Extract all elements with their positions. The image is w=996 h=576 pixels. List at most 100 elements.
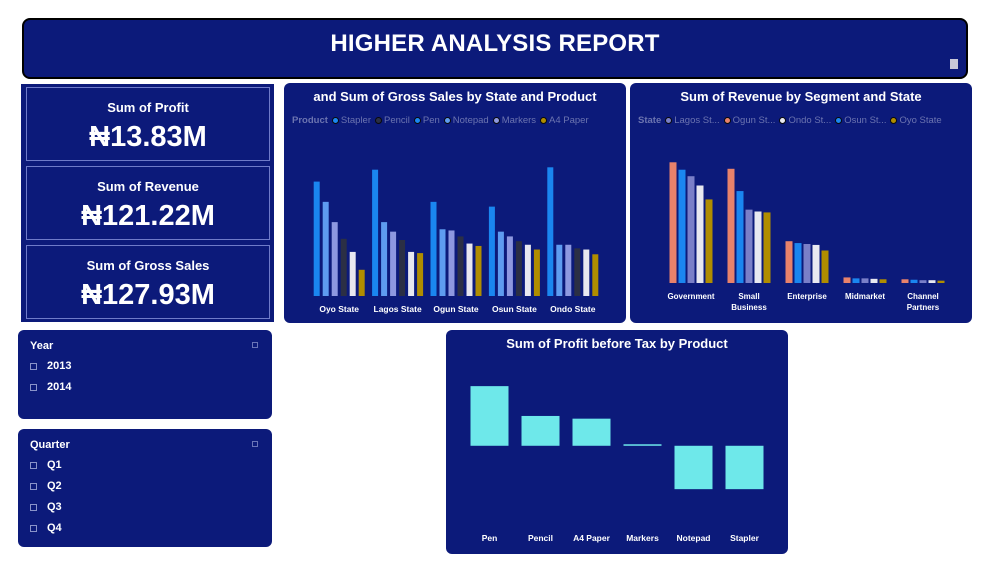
slicer-title: Quarter bbox=[30, 439, 70, 451]
bar-midmarket-ogun-st[interactable] bbox=[852, 278, 860, 283]
bar-lagos-state-notepad[interactable] bbox=[399, 239, 406, 296]
bar-oyo-state-a4-paper[interactable] bbox=[358, 269, 365, 296]
bar-enterprise-lagos-st[interactable] bbox=[785, 241, 793, 283]
checkbox-icon[interactable] bbox=[30, 524, 37, 532]
legend-item-oyo[interactable]: Oyo State bbox=[890, 115, 942, 126]
bar-lagos-state-pencil[interactable] bbox=[381, 222, 388, 296]
legend-item-markers[interactable]: Markers bbox=[492, 115, 536, 126]
bar-oyo-state-markers[interactable] bbox=[349, 251, 356, 296]
slicer-menu-icon[interactable] bbox=[252, 441, 258, 447]
bar-ogun-state-notepad[interactable] bbox=[457, 236, 464, 296]
legend-item-ogun[interactable]: Ogun St... bbox=[723, 115, 775, 126]
legend-item-osun[interactable]: Osun St... bbox=[835, 115, 886, 126]
bar-ogun-state-pen[interactable] bbox=[448, 230, 455, 296]
bar-midmarket-ondo-st[interactable] bbox=[861, 278, 869, 283]
revenue-chart-panel: Sum of Revenue by Segment and State Stat… bbox=[630, 83, 972, 323]
bar-government-ogun-st[interactable] bbox=[678, 169, 686, 283]
checkbox-icon[interactable] bbox=[30, 482, 37, 490]
bar-channel-partners-ogun-st[interactable] bbox=[910, 279, 918, 283]
bar-lagos-state-markers[interactable] bbox=[408, 251, 415, 296]
bar-enterprise-osun-st[interactable] bbox=[812, 244, 820, 283]
bar-pen[interactable] bbox=[470, 386, 509, 446]
slicer-menu-icon[interactable] bbox=[252, 342, 258, 348]
resize-handle-icon[interactable] bbox=[950, 59, 958, 69]
bar-osun-state-stapler[interactable] bbox=[488, 206, 495, 296]
bar-lagos-state-pen[interactable] bbox=[390, 231, 397, 296]
legend-item-notepad[interactable]: Notepad bbox=[443, 115, 489, 126]
bar-small-business-osun-st[interactable] bbox=[754, 211, 762, 284]
bar-enterprise-ogun-st[interactable] bbox=[794, 243, 802, 283]
bar-ondo-state-notepad[interactable] bbox=[574, 248, 581, 296]
bar-lagos-state-stapler[interactable] bbox=[372, 169, 379, 296]
bar-oyo-state-stapler[interactable] bbox=[313, 181, 320, 296]
bar-small-business-ogun-st[interactable] bbox=[736, 191, 744, 283]
bar-oyo-state-pencil[interactable] bbox=[322, 201, 329, 296]
bar-oyo-state-pen[interactable] bbox=[331, 222, 338, 296]
legend-label: Stapler bbox=[340, 115, 371, 126]
bar-ondo-state-a4-paper[interactable] bbox=[592, 254, 599, 296]
bar-osun-state-pencil[interactable] bbox=[497, 231, 504, 296]
legend-item-stapler[interactable]: Stapler bbox=[331, 115, 371, 126]
bar-ogun-state-markers[interactable] bbox=[466, 243, 473, 296]
legend-label: Osun St... bbox=[844, 115, 887, 126]
bar-ondo-state-markers[interactable] bbox=[583, 249, 590, 296]
bar-small-business-lagos-st[interactable] bbox=[727, 168, 735, 283]
bar-ogun-state-a4-paper[interactable] bbox=[475, 245, 482, 296]
bar-channel-partners-ondo-st[interactable] bbox=[919, 280, 927, 283]
bar-oyo-state-notepad[interactable] bbox=[340, 238, 347, 296]
bar-government-lagos-st[interactable] bbox=[669, 162, 677, 283]
bar-osun-state-markers[interactable] bbox=[524, 244, 531, 296]
bar-enterprise-ondo-st[interactable] bbox=[803, 244, 811, 283]
slicer-option-q2[interactable]: Q2 bbox=[30, 480, 62, 492]
slicer-option-q3[interactable]: Q3 bbox=[30, 501, 62, 513]
bar-government-ondo-st[interactable] bbox=[687, 176, 695, 283]
bar-government-oyo-state[interactable] bbox=[705, 199, 713, 283]
bar-lagos-state-a4-paper[interactable] bbox=[417, 253, 424, 296]
slicer-option-q4[interactable]: Q4 bbox=[30, 522, 62, 534]
checkbox-icon[interactable] bbox=[30, 503, 37, 511]
bar-channel-partners-osun-st[interactable] bbox=[928, 280, 936, 283]
bar-channel-partners-oyo-state[interactable] bbox=[937, 280, 945, 283]
bar-stapler[interactable] bbox=[725, 445, 764, 490]
checkbox-icon[interactable] bbox=[30, 461, 37, 469]
revenue-bar-chart: Government Small Business Enterprise Midmark… bbox=[667, 162, 945, 312]
legend-item-ondo[interactable]: Ondo St... bbox=[779, 115, 831, 126]
legend-item-pen[interactable]: Pen bbox=[413, 115, 440, 126]
bar-enterprise-oyo-state[interactable] bbox=[821, 250, 829, 284]
legend-marker bbox=[540, 117, 548, 124]
bar-ondo-state-pencil[interactable] bbox=[556, 244, 563, 296]
bar-midmarket-oyo-state[interactable] bbox=[879, 279, 887, 283]
checkbox-icon[interactable] bbox=[30, 383, 37, 391]
kpi-card-gross-sales: Sum of Gross Sales ₦127.93M bbox=[26, 245, 270, 319]
quarter-slicer: Quarter Q1 Q2 Q3 Q4 bbox=[18, 429, 272, 547]
bar-osun-state-notepad[interactable] bbox=[515, 241, 522, 296]
bar-ondo-state-pen[interactable] bbox=[565, 244, 572, 296]
bar-a4-paper[interactable] bbox=[572, 418, 611, 446]
slicer-option-2014[interactable]: 2014 bbox=[30, 381, 71, 393]
bar-ogun-state-stapler[interactable] bbox=[430, 201, 437, 296]
bar-channel-partners-lagos-st[interactable] bbox=[901, 279, 909, 283]
profit-before-tax-chart-panel: Sum of Profit before Tax by Product Pen P… bbox=[446, 330, 788, 554]
bar-osun-state-a4-paper[interactable] bbox=[533, 249, 540, 296]
bar-small-business-ondo-st[interactable] bbox=[745, 209, 753, 283]
bar-small-business-oyo-state[interactable] bbox=[763, 212, 771, 283]
legend-item-lagos[interactable]: Lagos St... bbox=[665, 115, 720, 126]
legend-label: A4 Paper bbox=[549, 115, 589, 126]
bar-ogun-state-pencil[interactable] bbox=[439, 229, 446, 296]
legend-item-pencil[interactable]: Pencil bbox=[375, 115, 410, 126]
checkbox-icon[interactable] bbox=[30, 362, 37, 370]
legend-item-a4-paper[interactable]: A4 Paper bbox=[540, 115, 589, 126]
bar-ondo-state-stapler[interactable] bbox=[547, 167, 554, 296]
slicer-option-q1[interactable]: Q1 bbox=[30, 459, 62, 471]
bar-government-osun-st[interactable] bbox=[696, 185, 704, 284]
legend-marker bbox=[413, 117, 421, 124]
bar-notepad[interactable] bbox=[674, 445, 713, 490]
legend-marker bbox=[331, 117, 339, 124]
bar-midmarket-osun-st[interactable] bbox=[870, 278, 878, 283]
bar-pencil[interactable] bbox=[521, 415, 560, 446]
x-tick-label: Ogun State bbox=[433, 304, 479, 314]
bar-midmarket-lagos-st[interactable] bbox=[843, 277, 851, 283]
bar-markers[interactable] bbox=[623, 444, 662, 446]
slicer-option-2013[interactable]: 2013 bbox=[30, 360, 71, 372]
bar-osun-state-pen[interactable] bbox=[506, 236, 513, 296]
